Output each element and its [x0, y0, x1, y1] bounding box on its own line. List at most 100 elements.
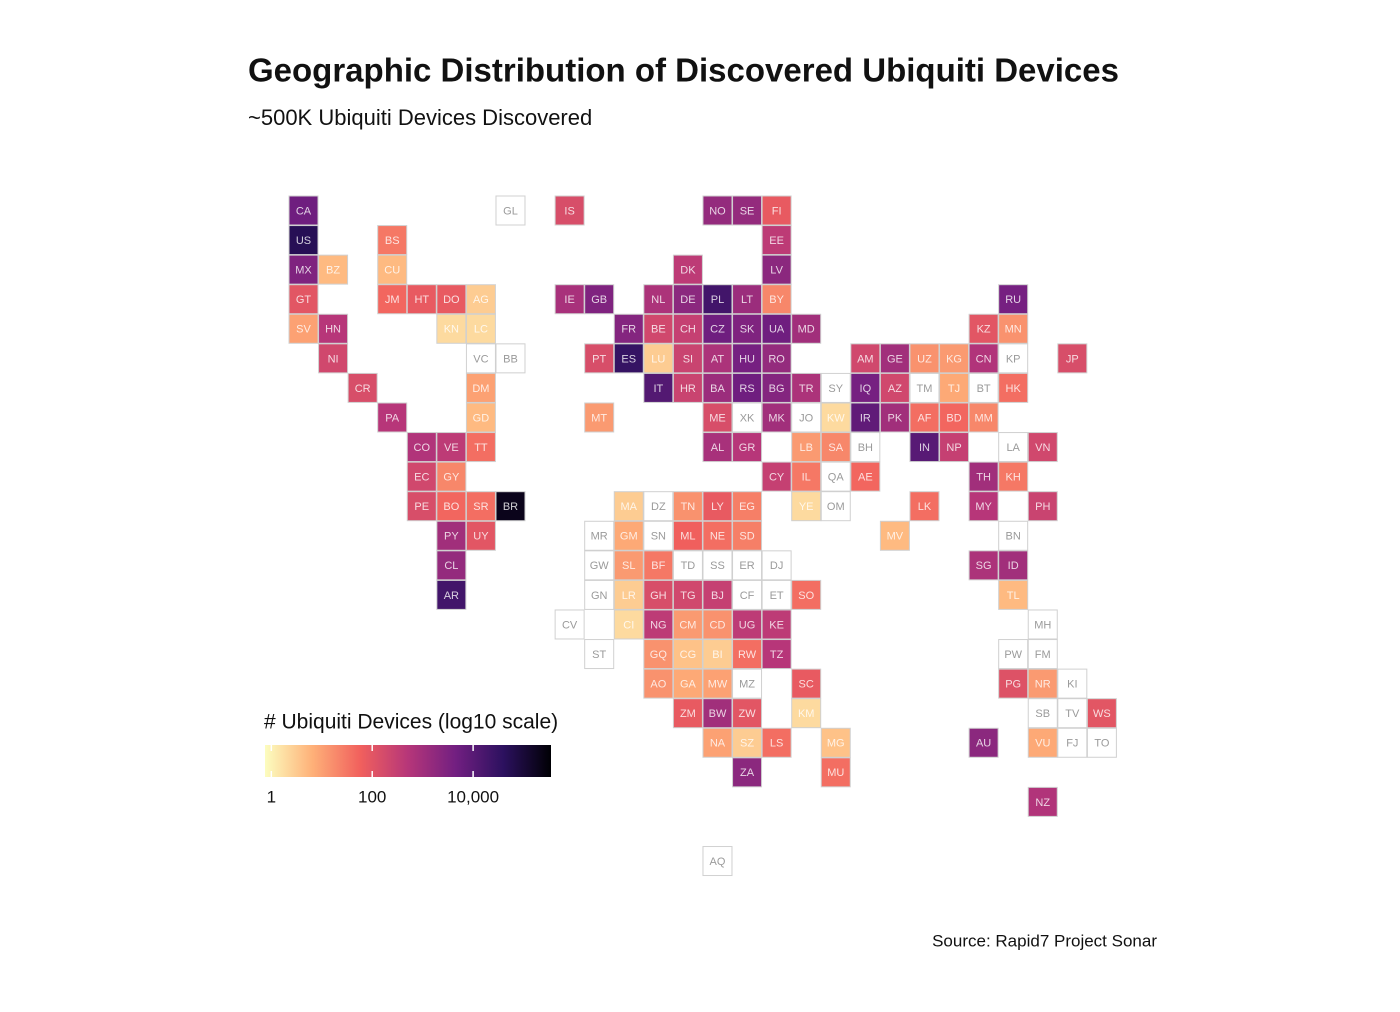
country-tile — [643, 284, 674, 315]
country-tile — [495, 491, 526, 522]
country-tile — [850, 432, 881, 463]
tile-label: AE — [858, 472, 873, 484]
tile-label: GT — [296, 294, 312, 306]
country-tile — [465, 432, 496, 463]
tile-label: MV — [887, 531, 904, 543]
tile-label: CM — [679, 619, 696, 631]
country-tile — [672, 698, 703, 729]
country-tile — [584, 550, 615, 581]
tile-label: GM — [620, 531, 638, 543]
tile-label: MW — [708, 679, 728, 691]
tile-label: UZ — [917, 353, 932, 365]
country-tile — [702, 402, 733, 433]
country-tile — [998, 461, 1029, 492]
country-tile — [672, 609, 703, 640]
tile-label: SZ — [740, 738, 754, 750]
tile-label: SB — [1035, 708, 1050, 720]
tile-label: GE — [887, 353, 903, 365]
tile-label: JM — [385, 294, 400, 306]
country-tile — [732, 757, 763, 788]
country-tile — [672, 550, 703, 581]
country-tile — [643, 579, 674, 610]
country-tile — [288, 254, 319, 285]
country-tile — [968, 550, 999, 581]
country-tile — [584, 284, 615, 315]
tile-label: UY — [473, 531, 489, 543]
tile-label: JO — [799, 412, 814, 424]
tile-label: ER — [739, 560, 754, 572]
country-tile — [909, 432, 940, 463]
country-tile — [465, 402, 496, 433]
country-tile — [613, 491, 644, 522]
tile-label: ZW — [738, 708, 756, 720]
country-tile — [288, 225, 319, 256]
country-tile — [761, 195, 792, 226]
country-tile — [672, 668, 703, 699]
tile-label: UG — [739, 619, 756, 631]
country-tile — [584, 579, 615, 610]
tile-label: ES — [621, 353, 636, 365]
tile-label: FR — [621, 324, 636, 336]
legend-tick-label: 10,000 — [447, 787, 499, 806]
tile-label: HK — [1006, 383, 1022, 395]
tile-label: EG — [739, 501, 755, 513]
tile-label: MH — [1034, 619, 1051, 631]
country-tile — [1027, 491, 1058, 522]
tile-label: PT — [592, 353, 606, 365]
country-tile — [1027, 432, 1058, 463]
country-tile — [702, 491, 733, 522]
country-tile — [436, 579, 467, 610]
country-tile — [820, 402, 851, 433]
country-tile — [968, 402, 999, 433]
legend-tick-label: 1 — [267, 787, 276, 806]
tile-label: GH — [650, 590, 667, 602]
country-tile — [732, 668, 763, 699]
country-tile — [702, 668, 733, 699]
tile-label: AT — [711, 353, 725, 365]
country-tile — [732, 550, 763, 581]
country-tile — [406, 284, 437, 315]
country-tile — [436, 284, 467, 315]
tile-label: GL — [503, 205, 518, 217]
country-tile — [761, 225, 792, 256]
country-tile — [672, 639, 703, 670]
country-tile — [939, 432, 970, 463]
tile-label: RS — [739, 383, 754, 395]
tile-label: TZ — [770, 649, 784, 661]
tile-label: CO — [414, 442, 431, 454]
country-tile — [613, 313, 644, 344]
country-tile — [436, 550, 467, 581]
tile-label: VN — [1035, 442, 1050, 454]
country-tile — [968, 727, 999, 758]
country-tile — [761, 550, 792, 581]
tile-label: PY — [444, 531, 459, 543]
tile-label: YE — [799, 501, 814, 513]
tile-label: ID — [1008, 560, 1019, 572]
country-tile — [732, 343, 763, 374]
tile-label: BG — [769, 383, 785, 395]
tile-label: GQ — [650, 649, 668, 661]
tile-label: AO — [650, 679, 666, 691]
country-tile — [791, 668, 822, 699]
tile-label: BZ — [326, 265, 340, 277]
country-tile — [377, 225, 408, 256]
country-tile — [643, 491, 674, 522]
tile-label: NA — [710, 738, 726, 750]
tile-label: TT — [474, 442, 488, 454]
country-tile — [761, 313, 792, 344]
tile-label: TD — [681, 560, 696, 572]
tile-label: NG — [650, 619, 667, 631]
tile-label: NR — [1035, 679, 1051, 691]
tile-label: SY — [828, 383, 843, 395]
country-tile — [998, 343, 1029, 374]
country-tile — [406, 432, 437, 463]
country-tile — [643, 550, 674, 581]
tile-label: ME — [709, 412, 726, 424]
country-tile — [436, 520, 467, 551]
country-tile — [318, 343, 349, 374]
country-tile — [702, 313, 733, 344]
country-tile — [495, 195, 526, 226]
country-tile — [436, 491, 467, 522]
country-tile — [998, 639, 1029, 670]
tile-label: VU — [1035, 738, 1050, 750]
